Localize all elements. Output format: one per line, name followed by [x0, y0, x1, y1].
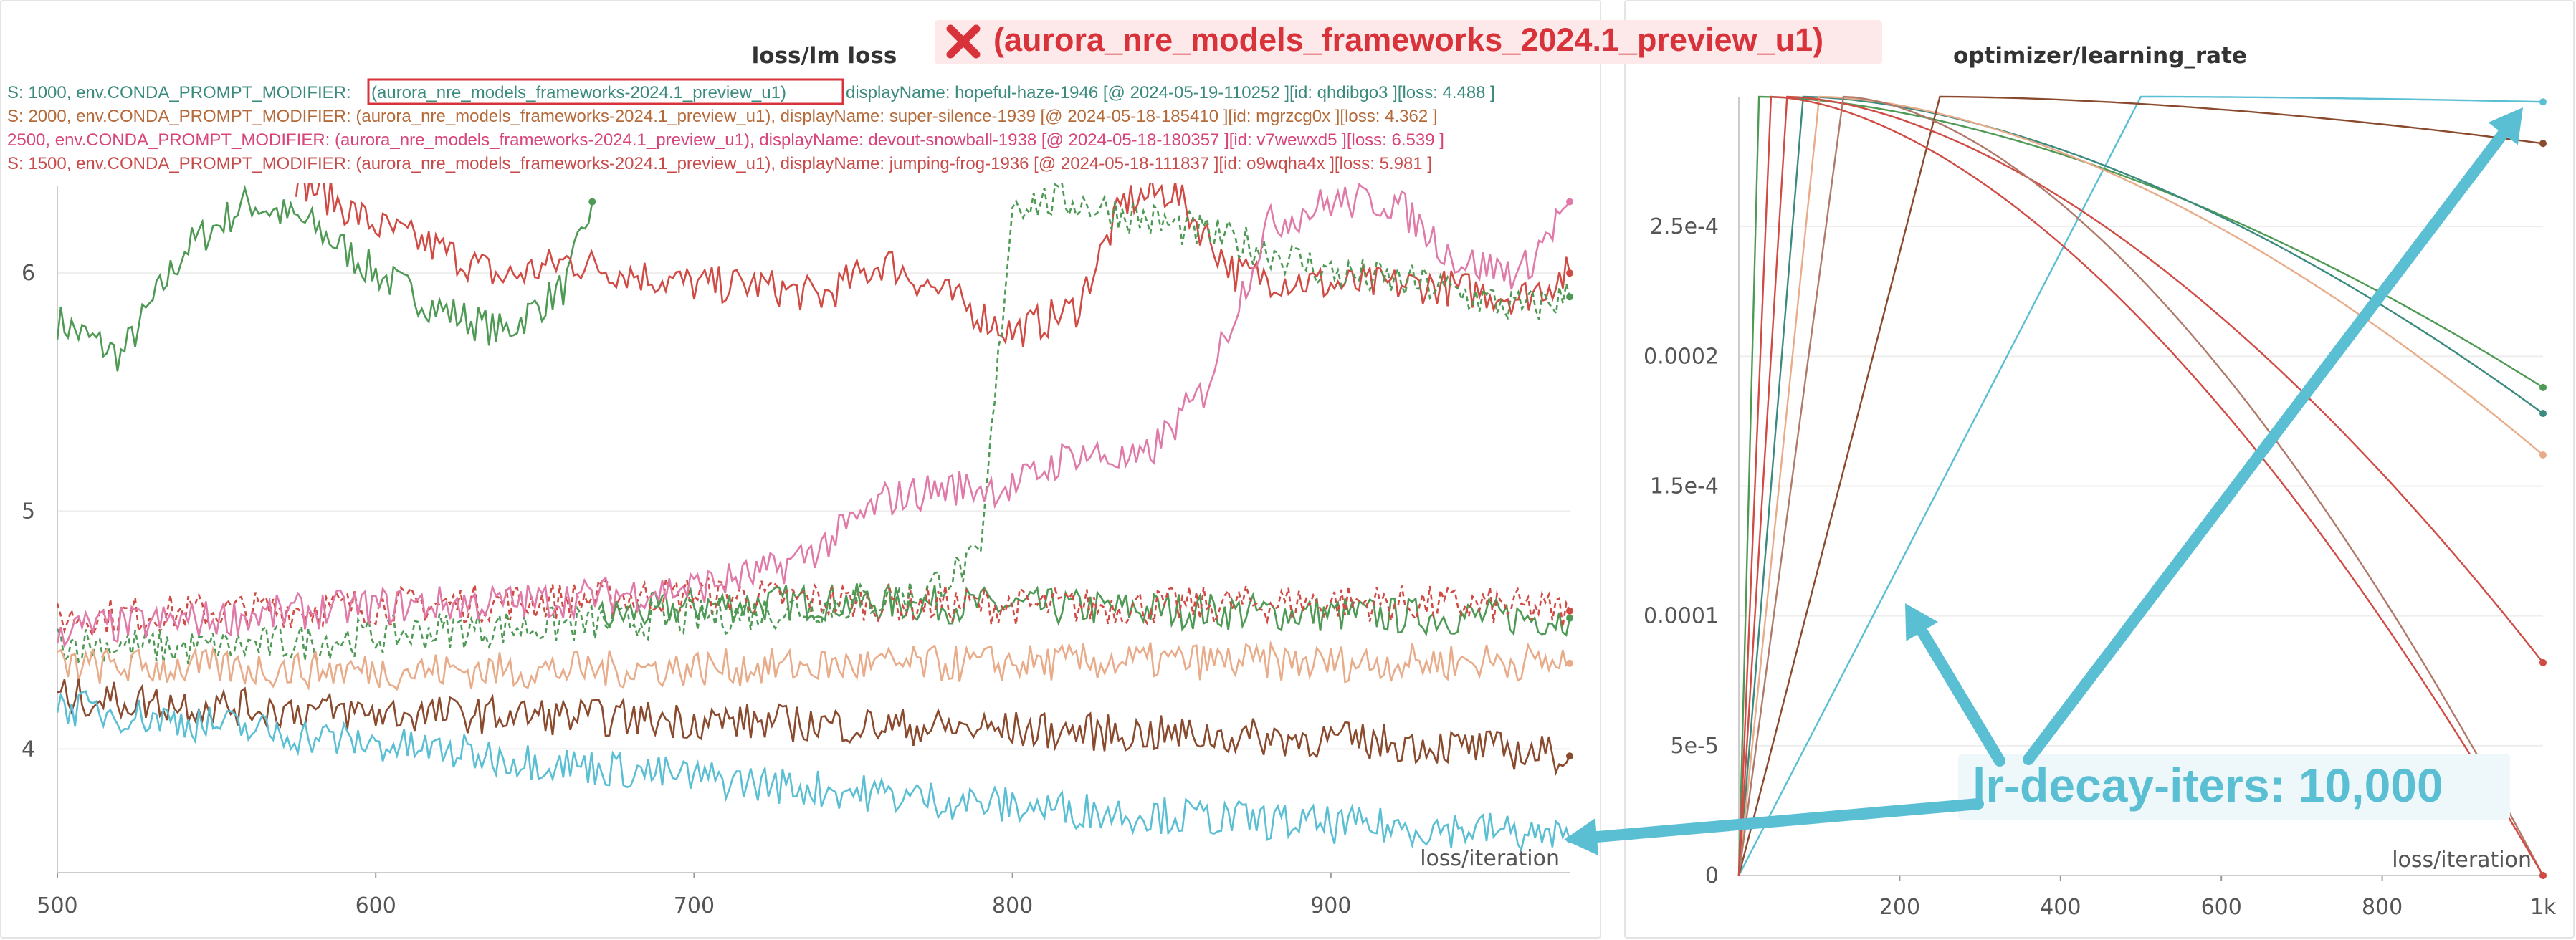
chart-title: loss/lm loss [752, 43, 897, 69]
series-line-7 [57, 690, 1571, 853]
series-end-dot-0 [588, 198, 596, 206]
y-tick-label: 1.5e-4 [1650, 474, 1719, 499]
lr-series-line-3 [1737, 95, 2544, 876]
loss-chart-panel [0, 0, 1601, 939]
x-tick-label: 600 [2201, 895, 2242, 920]
callout-text: lr-decay-iters: 10,000 [1972, 759, 2443, 812]
plot-area [57, 183, 1571, 853]
lr-series-end-dot-1 [2539, 383, 2547, 391]
lr-series-end-dot-3 [2539, 451, 2547, 459]
series-line-0 [57, 184, 593, 372]
x-tick-label: 400 [2040, 895, 2081, 920]
x-mark-icon [946, 24, 981, 59]
lr-series-end-dot-4 [2539, 140, 2547, 148]
x-tick-label: 200 [1879, 895, 1920, 920]
error-banner [935, 20, 1882, 64]
callout-box [1958, 754, 2510, 820]
x-tick-label: 500 [37, 893, 77, 919]
arrow-to-loss-chart [1590, 798, 1984, 843]
y-tick-label: 5e-5 [1671, 734, 1719, 759]
lr-series-end-dot-7 [2539, 872, 2547, 879]
arrow-to-loss-chart-head [1564, 818, 1599, 855]
lr-series-end-dot-2 [2539, 410, 2547, 418]
series-line-4 [57, 183, 1571, 648]
x-axis-label: loss/iteration [1420, 846, 1560, 871]
error-banner-text: (aurora_nre_models_frameworks_2024.1_pre… [993, 21, 1824, 58]
series-end-dot-6 [1566, 752, 1573, 760]
y-tick-label: 6 [22, 261, 35, 286]
series-line-1 [295, 183, 1571, 347]
series-line-3 [57, 183, 1571, 665]
series-end-dot-5 [1566, 659, 1573, 667]
series-end-dot-3 [1566, 293, 1573, 301]
series-end-dot-2 [1566, 607, 1573, 615]
lr-series-end-dot-5 [2539, 658, 2547, 666]
series-line-6 [57, 678, 1571, 777]
x-tick-label: 800 [2362, 895, 2403, 920]
series-end-dot-0 [1566, 614, 1573, 622]
arrow-to-lr-plateau [2023, 128, 2509, 765]
arrow-to-lr-plateau-head [2488, 107, 2523, 145]
y-tick-label: 5 [22, 499, 35, 524]
series-end-dot-1 [1566, 269, 1573, 277]
legend-entry: S: 2000, env.CONDA_PROMPT_MODIFIER: (aur… [7, 107, 1438, 126]
series-end-dot-4 [1566, 198, 1573, 206]
y-tick-label: 0.0001 [1644, 604, 1719, 629]
lr-series-line-5 [1737, 95, 2544, 876]
legend-entry: 2500, env.CONDA_PROMPT_MODIFIER: (aurora… [7, 130, 1444, 150]
x-tick-label: 1k [2530, 895, 2557, 920]
arrow-to-lr-curve-head [1905, 603, 1938, 641]
legend-entry: displayName: hopeful-haze-1946 [@ 2024-0… [846, 83, 1495, 102]
lr-series-line-6 [1737, 95, 2544, 876]
y-tick-label: 4 [22, 737, 35, 762]
x-tick-label: 800 [992, 893, 1033, 919]
y-tick-label: 2.5e-4 [1650, 214, 1719, 239]
x-tick-label: 600 [356, 893, 396, 919]
series-line-5 [57, 640, 1570, 691]
lr-series-line-7 [1737, 95, 2544, 876]
loss-chart: 4 5 6 500 600 700 800 900 loss/lm loss loss/itera… [7, 43, 1573, 919]
lr-series-line-1 [1737, 95, 2544, 876]
series-line-0 [598, 582, 1571, 637]
y-tick-label: 0 [1705, 863, 1719, 888]
legend-entry: S: 1000, env.CONDA_PROMPT_MODIFIER: [7, 83, 351, 102]
legend-highlight: (aurora_nre_models_frameworks-2024.1_pre… [371, 83, 786, 102]
arrow-to-lr-curve [1916, 625, 2005, 767]
series-line-2 [57, 576, 1571, 638]
x-tick-label: 700 [674, 893, 715, 919]
legend-entry: S: 1500, env.CONDA_PROMPT_MODIFIER: (aur… [7, 154, 1432, 173]
lr-series-line-0 [1737, 95, 2544, 876]
y-tick-label: 0.0002 [1644, 344, 1719, 369]
chart-title: optimizer/learning_rate [1953, 43, 2247, 69]
lr-series-line-4 [1737, 95, 2544, 876]
lr-series-end-dot-0 [2539, 98, 2547, 106]
lr-series-line-2 [1737, 95, 2544, 876]
x-axis-label: loss/iteration [2392, 848, 2532, 873]
x-tick-label: 900 [1310, 893, 1351, 919]
highlight-box [367, 78, 844, 105]
